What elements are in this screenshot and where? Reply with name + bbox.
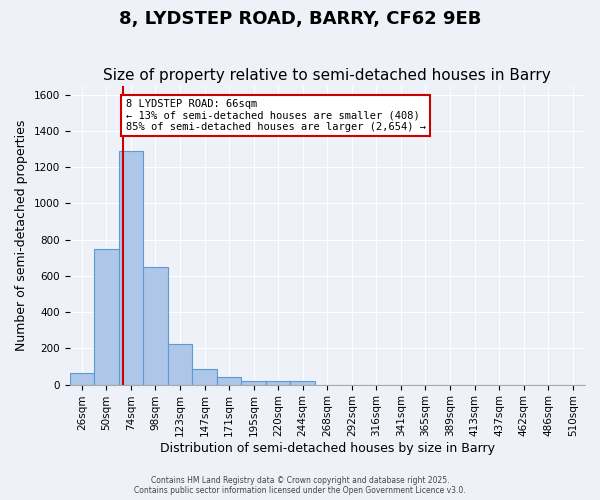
Bar — [217, 378, 241, 384]
Text: 8, LYDSTEP ROAD, BARRY, CF62 9EB: 8, LYDSTEP ROAD, BARRY, CF62 9EB — [119, 10, 481, 28]
Title: Size of property relative to semi-detached houses in Barry: Size of property relative to semi-detach… — [103, 68, 551, 83]
Bar — [70, 373, 94, 384]
X-axis label: Distribution of semi-detached houses by size in Barry: Distribution of semi-detached houses by … — [160, 442, 495, 455]
Text: Contains HM Land Registry data © Crown copyright and database right 2025.
Contai: Contains HM Land Registry data © Crown c… — [134, 476, 466, 495]
Bar — [94, 248, 119, 384]
Bar — [168, 344, 192, 385]
Y-axis label: Number of semi-detached properties: Number of semi-detached properties — [15, 120, 28, 351]
Bar — [192, 369, 217, 384]
Bar — [119, 151, 143, 384]
Bar — [266, 381, 290, 384]
Bar — [241, 381, 266, 384]
Bar — [143, 267, 168, 384]
Text: 8 LYDSTEP ROAD: 66sqm
← 13% of semi-detached houses are smaller (408)
85% of sem: 8 LYDSTEP ROAD: 66sqm ← 13% of semi-deta… — [125, 99, 425, 132]
Bar — [290, 381, 315, 384]
